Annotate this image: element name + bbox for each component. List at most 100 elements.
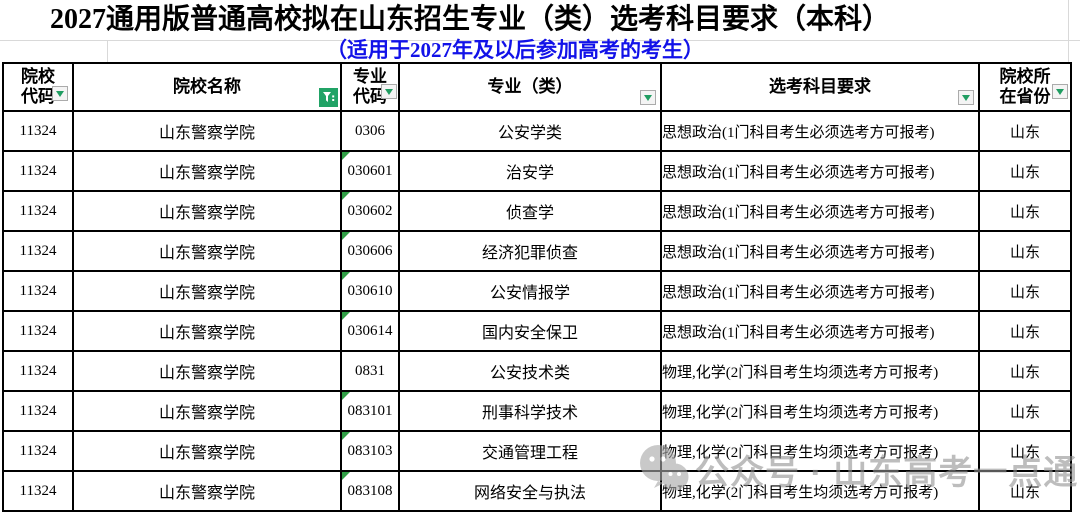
cell-major-code[interactable]: 030606 [340, 230, 400, 272]
cell-major-code[interactable]: 0831 [340, 350, 400, 392]
cell-major-code[interactable]: 030601 [340, 150, 400, 192]
cell-province[interactable]: 山东 [978, 310, 1072, 352]
cell-college-name[interactable]: 山东警察学院 [72, 310, 342, 352]
cell-requirement[interactable]: 思想政治(1门科目考生必须选考方可报考) [660, 230, 980, 272]
cell-major[interactable]: 治安学 [398, 150, 662, 192]
cell-major-code[interactable]: 083101 [340, 390, 400, 432]
table-row: 11324 山东警察学院 083108 网络安全与执法 物理,化学(2门科目考生… [2, 470, 1072, 512]
filter-dropdown-requirement[interactable] [958, 90, 974, 105]
header-major-code: 专业代码 [340, 62, 400, 112]
cell-requirement[interactable]: 物理,化学(2门科目考生均须选考方可报考) [660, 350, 980, 392]
cell-college-code[interactable]: 11324 [2, 150, 74, 192]
cell-province[interactable]: 山东 [978, 470, 1072, 512]
cell-major[interactable]: 公安情报学 [398, 270, 662, 312]
table-row: 11324 山东警察学院 030602 侦查学 思想政治(1门科目考生必须选考方… [2, 190, 1072, 232]
cell-requirement[interactable]: 思想政治(1门科目考生必须选考方可报考) [660, 150, 980, 192]
cell-college-code[interactable]: 11324 [2, 350, 74, 392]
cell-major-code[interactable]: 030602 [340, 190, 400, 232]
cell-college-code[interactable]: 11324 [2, 110, 74, 152]
header-label: 选考科目要求 [769, 77, 871, 96]
chevron-down-icon [962, 94, 970, 101]
cell-province[interactable]: 山东 [978, 390, 1072, 432]
filter-dropdown-province[interactable] [1052, 84, 1068, 99]
gridline [1068, 0, 1069, 62]
header-province: 院校所在省份 [978, 62, 1072, 112]
cell-province[interactable]: 山东 [978, 190, 1072, 232]
cell-major[interactable]: 侦查学 [398, 190, 662, 232]
cell-major[interactable]: 公安技术类 [398, 350, 662, 392]
cell-province[interactable]: 山东 [978, 270, 1072, 312]
header-label: 院校代码 [21, 67, 55, 106]
cell-province[interactable]: 山东 [978, 350, 1072, 392]
header-label: 专业代码 [353, 67, 387, 106]
chevron-down-icon [385, 88, 393, 95]
cell-province[interactable]: 山东 [978, 430, 1072, 472]
table-row: 11324 山东警察学院 0306 公安学类 思想政治(1门科目考生必须选考方可… [2, 110, 1072, 152]
gridline [0, 40, 1080, 41]
cell-college-name[interactable]: 山东警察学院 [72, 190, 342, 232]
requirements-table: 院校代码 院校名称 专业代码 [2, 62, 1072, 512]
cell-major-code[interactable]: 030614 [340, 310, 400, 352]
cell-major-code[interactable]: 0306 [340, 110, 400, 152]
cell-college-name[interactable]: 山东警察学院 [72, 430, 342, 472]
cell-college-name[interactable]: 山东警察学院 [72, 150, 342, 192]
cell-college-name[interactable]: 山东警察学院 [72, 390, 342, 432]
cell-major[interactable]: 公安学类 [398, 110, 662, 152]
cell-province[interactable]: 山东 [978, 150, 1072, 192]
header-college-name: 院校名称 [72, 62, 342, 112]
header-requirement: 选考科目要求 [660, 62, 980, 112]
header-label: 专业（类） [487, 77, 573, 96]
cell-college-code[interactable]: 11324 [2, 190, 74, 232]
cell-major[interactable]: 经济犯罪侦查 [398, 230, 662, 272]
cell-college-name[interactable]: 山东警察学院 [72, 350, 342, 392]
cell-college-name[interactable]: 山东警察学院 [72, 270, 342, 312]
cell-requirement[interactable]: 思想政治(1门科目考生必须选考方可报考) [660, 310, 980, 352]
chevron-down-icon [1056, 88, 1064, 95]
cell-college-name[interactable]: 山东警察学院 [72, 110, 342, 152]
gridline [340, 510, 341, 512]
table-row: 11324 山东警察学院 030606 经济犯罪侦查 思想政治(1门科目考生必须… [2, 230, 1072, 272]
cell-college-code[interactable]: 11324 [2, 310, 74, 352]
table-row: 11324 山东警察学院 083101 刑事科学技术 物理,化学(2门科目考生均… [2, 390, 1072, 432]
table-row: 11324 山东警察学院 030610 公安情报学 思想政治(1门科目考生必须选… [2, 270, 1072, 312]
table-row: 11324 山东警察学院 030601 治安学 思想政治(1门科目考生必须选考方… [2, 150, 1072, 192]
cell-requirement[interactable]: 思想政治(1门科目考生必须选考方可报考) [660, 110, 980, 152]
table-row: 11324 山东警察学院 030614 国内安全保卫 思想政治(1门科目考生必须… [2, 310, 1072, 352]
cell-college-code[interactable]: 11324 [2, 230, 74, 272]
cell-college-code[interactable]: 11324 [2, 270, 74, 312]
header-label: 院校所在省份 [999, 67, 1051, 106]
cell-college-code[interactable]: 11324 [2, 470, 74, 512]
cell-province[interactable]: 山东 [978, 230, 1072, 272]
cell-major[interactable]: 交通管理工程 [398, 430, 662, 472]
cell-major[interactable]: 国内安全保卫 [398, 310, 662, 352]
table-body: 11324 山东警察学院 0306 公安学类 思想政治(1门科目考生必须选考方可… [2, 110, 1072, 512]
header-college-code: 院校代码 [2, 62, 74, 112]
filter-dropdown-major[interactable] [640, 90, 656, 105]
filter-dropdown-major-code[interactable] [381, 84, 397, 99]
cell-major[interactable]: 网络安全与执法 [398, 470, 662, 512]
cell-college-code[interactable]: 11324 [2, 390, 74, 432]
table-row: 11324 山东警察学院 083103 交通管理工程 物理,化学(2门科目考生均… [2, 430, 1072, 472]
chevron-down-icon [644, 94, 652, 101]
table-row: 11324 山东警察学院 0831 公安技术类 物理,化学(2门科目考生均须选考… [2, 350, 1072, 392]
gridline [72, 510, 73, 512]
cell-requirement[interactable]: 思想政治(1门科目考生必须选考方可报考) [660, 270, 980, 312]
cell-requirement[interactable]: 物理,化学(2门科目考生均须选考方可报考) [660, 430, 980, 472]
cell-college-name[interactable]: 山东警察学院 [72, 230, 342, 272]
cell-requirement[interactable]: 思想政治(1门科目考生必须选考方可报考) [660, 190, 980, 232]
filter-active-college-name[interactable] [319, 88, 338, 107]
cell-province[interactable]: 山东 [978, 110, 1072, 152]
gridline [107, 41, 108, 62]
cell-requirement[interactable]: 物理,化学(2门科目考生均须选考方可报考) [660, 470, 980, 512]
cell-college-name[interactable]: 山东警察学院 [72, 470, 342, 512]
cell-major-code[interactable]: 030610 [340, 270, 400, 312]
cell-requirement[interactable]: 物理,化学(2门科目考生均须选考方可报考) [660, 390, 980, 432]
cell-major-code[interactable]: 083103 [340, 430, 400, 472]
cell-major-code[interactable]: 083108 [340, 470, 400, 512]
cell-college-code[interactable]: 11324 [2, 430, 74, 472]
filter-dropdown-college-code[interactable] [52, 86, 68, 101]
funnel-icon [323, 92, 335, 102]
header-row: 院校代码 院校名称 专业代码 [2, 62, 1072, 112]
cell-major[interactable]: 刑事科学技术 [398, 390, 662, 432]
